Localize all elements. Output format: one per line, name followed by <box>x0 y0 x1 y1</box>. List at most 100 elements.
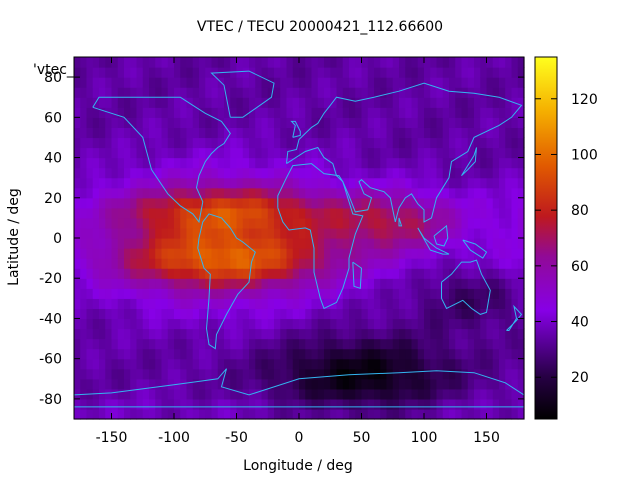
heatmap-cell <box>74 227 81 239</box>
heatmap-cell <box>161 258 169 269</box>
heatmap-cell <box>455 328 463 340</box>
heatmap-cell <box>386 398 394 410</box>
heatmap-cell <box>211 288 219 299</box>
heatmap-cell <box>517 248 525 259</box>
heatmap-cell <box>467 107 475 118</box>
heatmap-cell <box>430 408 438 420</box>
heatmap-cell <box>261 107 269 118</box>
heatmap-cell <box>499 308 506 320</box>
heatmap-cell <box>180 197 188 209</box>
heatmap-cell <box>155 147 163 159</box>
heatmap-cell <box>480 107 488 118</box>
heatmap-cell <box>367 187 375 199</box>
heatmap-cell <box>330 77 338 88</box>
heatmap-cell <box>174 217 181 229</box>
heatmap-cell <box>505 207 513 219</box>
heatmap-cell <box>386 358 394 370</box>
heatmap-cell <box>236 408 244 420</box>
heatmap-cell <box>155 328 163 340</box>
heatmap-cell <box>267 338 275 350</box>
heatmap-cell <box>74 318 81 330</box>
heatmap-cell <box>186 87 194 98</box>
heatmap-cell <box>92 238 100 249</box>
heatmap-cell <box>136 288 144 299</box>
heatmap-cell <box>367 258 375 269</box>
heatmap-cell <box>92 328 100 340</box>
heatmap-cell <box>486 217 494 229</box>
heatmap-cell <box>386 57 394 68</box>
heatmap-cell <box>236 318 244 330</box>
heatmap-cell <box>317 358 325 370</box>
heatmap-cell <box>392 398 400 410</box>
heatmap-cell <box>111 398 119 410</box>
heatmap-cell <box>349 318 356 330</box>
heatmap-cell <box>205 408 213 420</box>
heatmap-cell <box>74 167 81 179</box>
heatmap-cell <box>349 378 356 390</box>
heatmap-cell <box>249 278 256 289</box>
heatmap-cell <box>205 348 213 360</box>
heatmap-cell <box>467 157 475 169</box>
heatmap-cell <box>474 117 481 128</box>
heatmap-cell <box>342 278 350 289</box>
heatmap-cell <box>367 167 375 179</box>
heatmap-cell <box>230 147 238 159</box>
heatmap-cell <box>205 368 213 380</box>
heatmap-cell <box>124 278 131 289</box>
heatmap-cell <box>430 117 438 128</box>
heatmap-cell <box>111 67 119 78</box>
heatmap-cell <box>405 358 413 370</box>
heatmap-cell <box>392 167 400 179</box>
heatmap-cell <box>367 207 375 219</box>
heatmap-cell <box>74 248 81 259</box>
heatmap-cell <box>142 167 150 179</box>
heatmap-cell <box>199 97 206 108</box>
heatmap-cell <box>217 217 225 229</box>
heatmap-cell <box>399 117 406 128</box>
heatmap-cell <box>280 268 288 279</box>
heatmap-cell <box>392 338 400 350</box>
heatmap-cell <box>499 398 506 410</box>
heatmap-cell <box>167 308 175 320</box>
heatmap-cell <box>180 248 188 259</box>
heatmap-cell <box>261 368 269 380</box>
heatmap-cell <box>517 298 525 309</box>
heatmap-cell <box>449 298 456 309</box>
heatmap-cell <box>274 227 281 239</box>
heatmap-cell <box>517 348 525 360</box>
heatmap-cell <box>311 308 319 320</box>
heatmap-cell <box>417 217 425 229</box>
heatmap-cell <box>455 338 463 350</box>
heatmap-cell <box>267 187 275 199</box>
heatmap-cell <box>386 268 394 279</box>
heatmap-cell <box>105 298 113 309</box>
heatmap-cell <box>205 358 213 370</box>
heatmap-cell <box>280 117 288 128</box>
heatmap-cell <box>330 157 338 169</box>
heatmap-cell <box>242 147 250 159</box>
heatmap-cell <box>261 117 269 128</box>
heatmap-cell <box>286 278 294 289</box>
heatmap-cell <box>311 298 319 309</box>
heatmap-cell <box>367 378 375 390</box>
heatmap-cell <box>224 127 231 139</box>
heatmap-cell <box>130 408 138 420</box>
heatmap-cell <box>255 338 263 350</box>
heatmap-cell <box>136 127 144 139</box>
heatmap-cell <box>299 117 306 128</box>
heatmap-cell <box>136 298 144 309</box>
heatmap-cell <box>449 167 456 179</box>
heatmap-cell <box>86 338 94 350</box>
heatmap-cell <box>124 77 131 88</box>
heatmap-cell <box>455 318 463 330</box>
heatmap-cell <box>467 388 475 400</box>
heatmap-cell <box>130 187 138 199</box>
heatmap-cell <box>424 147 431 159</box>
heatmap-cell <box>386 107 394 118</box>
heatmap-cell <box>499 137 506 149</box>
heatmap-cell <box>261 378 269 390</box>
heatmap-cell <box>117 268 125 279</box>
heatmap-cell <box>424 87 431 98</box>
heatmap-cell <box>336 318 344 330</box>
